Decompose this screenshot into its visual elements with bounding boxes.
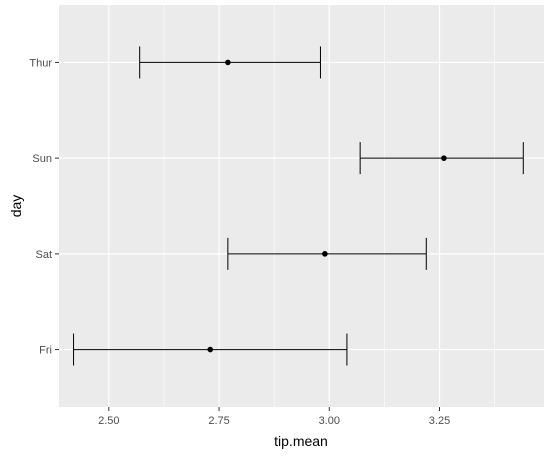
mean-point-fri <box>207 346 214 353</box>
x-tick-label: 3.00 <box>319 415 340 427</box>
mean-point-sat <box>322 251 328 257</box>
x-axis: 2.50 2.75 3.00 3.25 <box>98 407 450 427</box>
y-axis: Fri Sat Sun Thur <box>29 57 59 357</box>
x-tick-label: 3.25 <box>429 415 450 427</box>
watermark: https://blog.csdn.net/LL_2048 <box>370 430 541 445</box>
y-tick-label: Thur <box>29 57 52 69</box>
y-tick-label: Sun <box>32 153 52 165</box>
error-bars <box>73 46 524 366</box>
x-tick-label: 2.75 <box>208 415 229 427</box>
grid-minor <box>163 5 495 407</box>
x-tick-label: 2.50 <box>98 415 119 427</box>
mean-point-sun <box>441 155 447 161</box>
y-tick-label: Fri <box>39 345 52 357</box>
plot-panel <box>59 5 544 407</box>
y-axis-title: day <box>8 195 24 218</box>
x-axis-title: tip.mean <box>274 433 328 449</box>
y-tick-label: Sat <box>35 249 52 261</box>
mean-point-thur <box>225 59 231 66</box>
